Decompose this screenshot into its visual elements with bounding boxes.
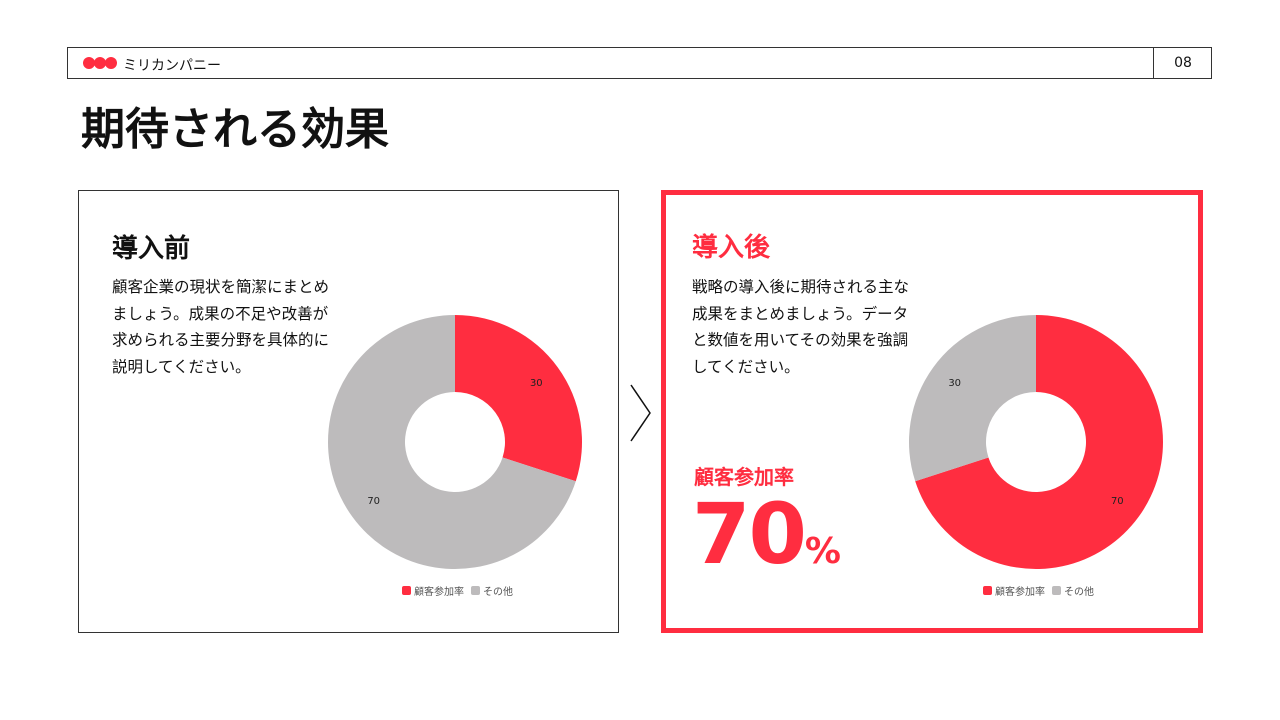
legend-swatch-other (1052, 586, 1061, 595)
donut-slice-0 (915, 315, 1163, 569)
header-bar: ミリカンパニー 08 (67, 47, 1212, 79)
slice-data-label: 30 (530, 378, 543, 389)
legend-item-participation: 顧客参加率 (402, 583, 464, 598)
legend-item-other: その他 (471, 583, 513, 598)
after-chart-legend: 顧客参加率 その他 (983, 583, 1101, 598)
slice-data-label: 70 (1111, 496, 1124, 507)
donut-slice-1 (909, 315, 1036, 482)
before-heading: 導入前 (112, 234, 191, 264)
metric-number: 70 (692, 485, 807, 583)
metric-label: 顧客参加率 (694, 465, 794, 489)
slice-data-label: 30 (948, 378, 961, 389)
legend-swatch-accent (983, 586, 992, 595)
legend-swatch-accent (402, 586, 411, 595)
company-logo (83, 57, 117, 69)
donut-slice-0 (455, 315, 582, 482)
chevron-right-icon (630, 384, 651, 442)
legend-label: 顧客参加率 (995, 587, 1045, 598)
before-description: 顧客企業の現状を簡潔にまとめましょう。成果の不足や改善が求められる主要分野を具体… (112, 278, 330, 376)
after-donut-chart: 70 30 (909, 315, 1163, 569)
donut-slice-1 (328, 315, 576, 569)
legend-swatch-other (471, 586, 480, 595)
legend-label: その他 (1064, 587, 1094, 598)
metric-unit: % (804, 531, 841, 572)
page-number: 08 (1174, 55, 1192, 71)
after-description: 戦略の導入後に期待される主な成果をまとめましょう。データと数値を用いてその効果を… (692, 278, 910, 376)
before-panel: 導入前 顧客企業の現状を簡潔にまとめましょう。成果の不足や改善が求められる主要分… (78, 190, 619, 633)
legend-label: その他 (483, 587, 513, 598)
company-name: ミリカンパニー (123, 58, 221, 74)
slice-data-label: 70 (367, 496, 380, 507)
after-heading: 導入後 (692, 233, 771, 263)
before-chart-legend: 顧客参加率 その他 (402, 583, 520, 598)
after-panel: 導入後 戦略の導入後に期待される主な成果をまとめましょう。データと数値を用いてそ… (661, 190, 1203, 633)
legend-item-other: その他 (1052, 583, 1094, 598)
header-divider (1153, 48, 1154, 78)
legend-label: 顧客参加率 (414, 587, 464, 598)
page-title: 期待される効果 (81, 104, 389, 155)
legend-item-participation: 顧客参加率 (983, 583, 1045, 598)
metric-value: 70% (692, 491, 841, 601)
before-donut-chart: 30 70 (328, 315, 582, 569)
